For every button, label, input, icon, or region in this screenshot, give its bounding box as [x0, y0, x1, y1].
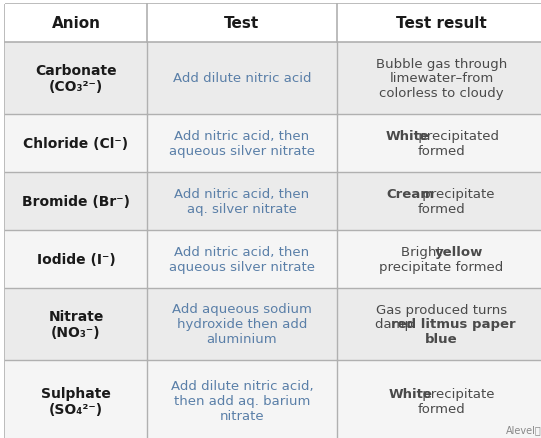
Text: Add nitric acid, then
aqueous silver nitrate: Add nitric acid, then aqueous silver nit… [169, 245, 315, 273]
Bar [5, 43, 541, 115]
Text: Bright: Bright [401, 246, 446, 259]
Text: colorless to cloudy: colorless to cloudy [379, 87, 504, 100]
Bar [5, 288, 541, 360]
Bar [5, 115, 541, 173]
Text: precipitate: precipitate [418, 188, 495, 201]
Text: formed: formed [418, 202, 465, 215]
Text: Nitrate
(NO₃⁻): Nitrate (NO₃⁻) [48, 309, 104, 339]
Text: precipitate: precipitate [418, 387, 495, 400]
Text: Iodide (I⁻): Iodide (I⁻) [37, 252, 115, 266]
Text: Anion: Anion [51, 17, 101, 32]
Text: limewater–from: limewater–from [390, 72, 493, 85]
Text: Add dilute nitric acid,
then add aq. barium
nitrate: Add dilute nitric acid, then add aq. bar… [171, 380, 313, 423]
Text: blue: blue [425, 332, 458, 345]
Text: Chloride (Cl⁻): Chloride (Cl⁻) [23, 137, 129, 151]
Text: White: White [386, 130, 430, 143]
Text: yellow: yellow [435, 246, 483, 259]
Text: precipitate formed: precipitate formed [379, 260, 504, 273]
Text: formed: formed [418, 402, 465, 415]
Text: Add aqueous sodium
hydroxide then add
aluminium: Add aqueous sodium hydroxide then add al… [172, 303, 312, 346]
Text: Add dilute nitric acid: Add dilute nitric acid [173, 72, 311, 85]
Text: Test result: Test result [396, 17, 487, 32]
Text: precipitated: precipitated [414, 130, 499, 143]
Bar [5, 173, 541, 230]
Bar [5, 230, 541, 288]
Text: Test: Test [225, 17, 260, 32]
Text: Carbonate
(CO₃²⁻): Carbonate (CO₃²⁻) [35, 64, 117, 94]
Text: Gas produced turns: Gas produced turns [376, 303, 507, 316]
Text: red litmus paper: red litmus paper [391, 318, 516, 331]
Text: Bubble gas through: Bubble gas through [376, 58, 507, 71]
Text: Sulphate
(SO₄²⁻): Sulphate (SO₄²⁻) [41, 386, 111, 416]
Text: White: White [388, 387, 432, 400]
Text: damp: damp [375, 318, 418, 331]
Text: Add nitric acid, then
aqueous silver nitrate: Add nitric acid, then aqueous silver nit… [169, 130, 315, 158]
Text: formed: formed [418, 145, 465, 157]
Bar [5, 360, 541, 438]
Text: Add nitric acid, then
aq. silver nitrate: Add nitric acid, then aq. silver nitrate [174, 187, 309, 215]
Bar [5, 5, 541, 43]
Text: Alevel国: Alevel国 [506, 424, 541, 434]
Text: Cream: Cream [386, 188, 434, 201]
Text: Bromide (Br⁻): Bromide (Br⁻) [22, 194, 130, 208]
